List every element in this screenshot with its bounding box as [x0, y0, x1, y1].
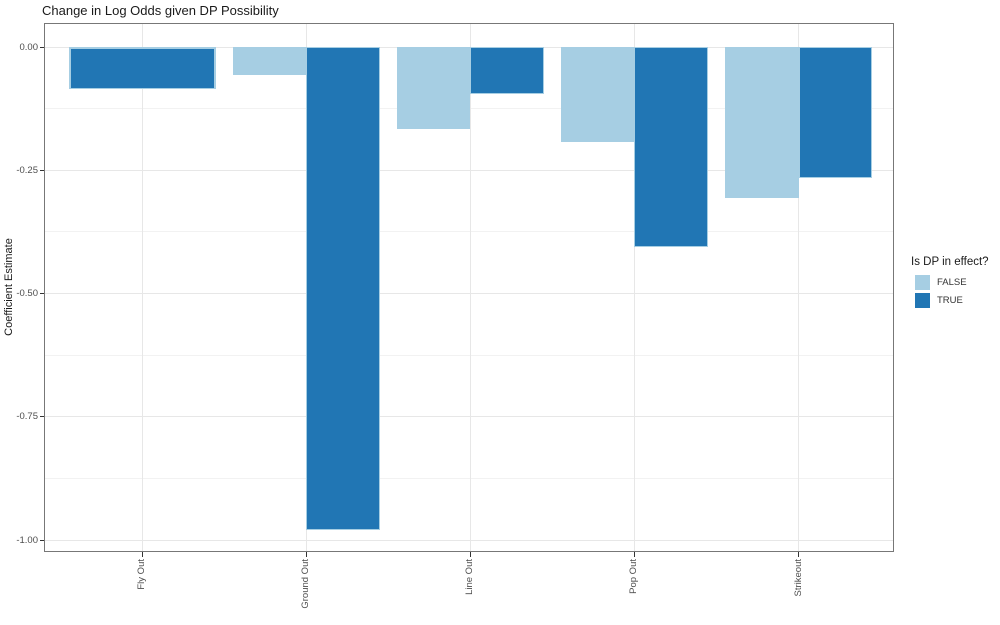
x-axis-tick: [469, 552, 471, 557]
legend-items: FALSE TRUE: [903, 275, 989, 308]
x-tick-label: Ground Out: [300, 559, 312, 609]
y-gridline-major: [44, 293, 894, 294]
x-gridline-major: [141, 23, 143, 552]
y-gridline-major: [44, 416, 894, 418]
x-tick-label: Strikeout: [792, 559, 804, 597]
bar-fly-out-true: [69, 48, 215, 90]
y-axis-title: Coefficient Estimate: [3, 238, 15, 336]
legend-label-true: TRUE: [937, 295, 963, 306]
bar-line-out-true: [470, 47, 544, 94]
y-axis-tick: [39, 293, 44, 294]
x-tick-label: Pop Out: [628, 559, 640, 594]
legend-label-false: FALSE: [937, 277, 967, 288]
y-gridline-minor: [44, 477, 894, 479]
y-tick-label: 0.00: [19, 41, 39, 53]
legend-item-true: TRUE: [915, 293, 989, 308]
legend: Is DP in effect? FALSE TRUE: [903, 256, 989, 311]
y-gridline-minor: [44, 231, 894, 233]
bar-strikeout-false: [725, 47, 799, 199]
bar-pop-out-true: [634, 47, 708, 248]
x-tick-label: Line Out: [464, 559, 476, 595]
x-axis-tick: [633, 552, 635, 557]
legend-swatch-true: [915, 293, 930, 308]
bar-line-out-false: [396, 47, 471, 130]
legend-title: Is DP in effect?: [911, 256, 989, 268]
legend-item-false: FALSE: [915, 275, 989, 290]
y-tick-label: -1.00: [16, 534, 38, 546]
bar-pop-out-false: [560, 47, 635, 142]
y-axis-tick: [39, 46, 44, 48]
y-gridline-major: [44, 169, 894, 171]
x-axis-tick: [305, 552, 307, 557]
x-gridline-major: [633, 23, 635, 552]
y-axis-tick: [39, 169, 44, 171]
y-tick-label: -0.25: [16, 164, 38, 176]
y-gridline-minor: [44, 354, 894, 356]
chart-title: Change in Log Odds given DP Possibility: [42, 3, 279, 18]
x-gridline-major: [469, 23, 471, 552]
x-gridline-major: [798, 23, 799, 552]
plot-panel: [44, 23, 894, 552]
y-tick-label: -0.75: [16, 411, 38, 423]
legend-swatch-false: [915, 275, 930, 290]
y-axis-tick: [39, 416, 44, 418]
x-axis-tick: [798, 552, 799, 557]
y-tick-label: -0.50: [16, 288, 38, 299]
x-axis-tick: [141, 552, 143, 557]
y-axis-tick: [39, 539, 44, 541]
bar-ground-out-false: [232, 47, 307, 76]
bar-strikeout-true: [798, 47, 872, 178]
x-tick-label: Fly Out: [136, 559, 147, 590]
y-gridline-major: [44, 539, 894, 541]
bar-ground-out-true: [306, 47, 380, 531]
